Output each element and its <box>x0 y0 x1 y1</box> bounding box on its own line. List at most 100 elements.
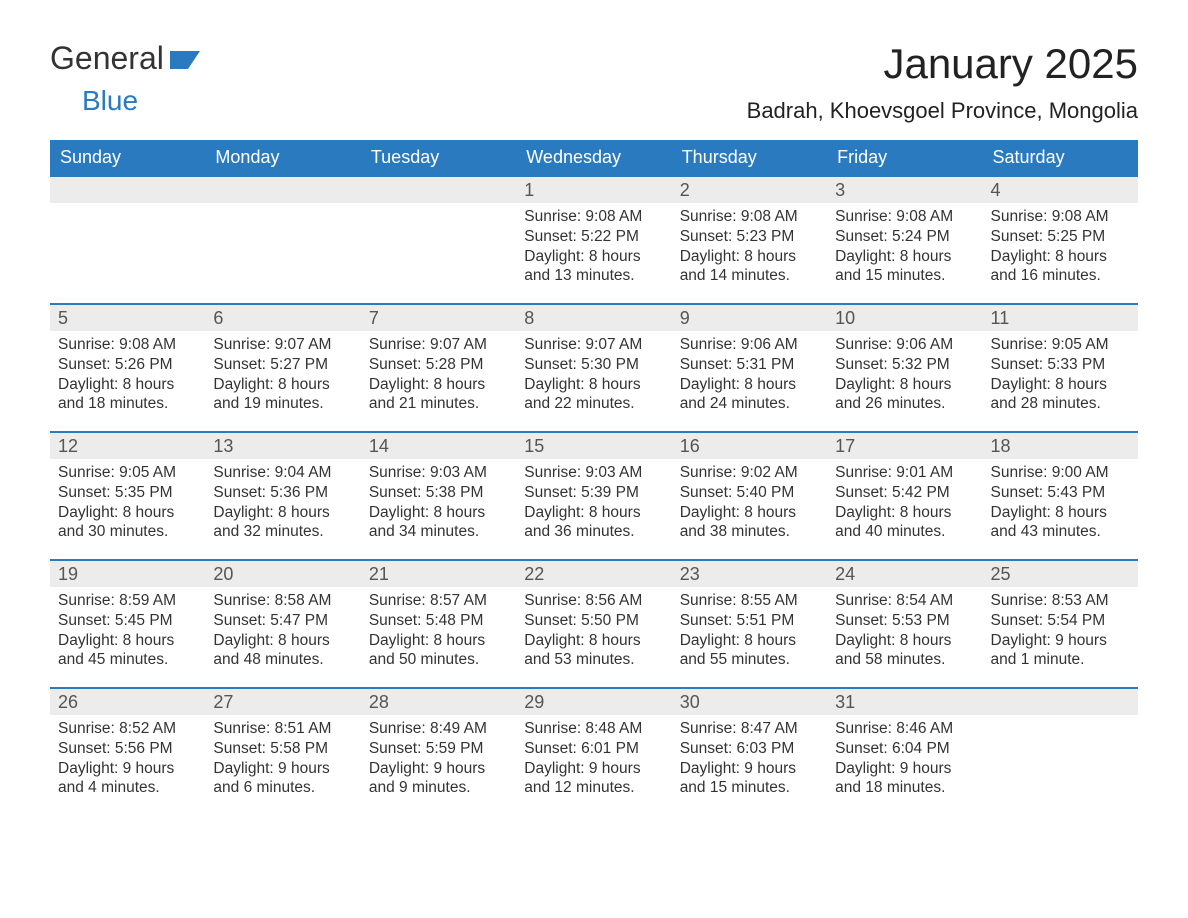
day-content-line: Daylight: 8 hours <box>680 631 819 651</box>
day-cell: 30Sunrise: 8:47 AMSunset: 6:03 PMDayligh… <box>672 689 827 815</box>
day-content: Sunrise: 9:00 AMSunset: 5:43 PMDaylight:… <box>983 459 1138 548</box>
week-row: 1 Sunrise: 9:08 AM Sunset: 5:22 PM Daylight… <box>50 175 1138 303</box>
day-content-line: and 15 minutes. <box>680 778 819 798</box>
day-content <box>50 203 205 213</box>
logo-flag-icon <box>170 47 204 74</box>
day-cell: 26Sunrise: 8:52 AMSunset: 5:56 PMDayligh… <box>50 689 205 815</box>
day-number: 15 <box>516 433 671 459</box>
day-content: Sunrise: 9:06 AMSunset: 5:32 PMDaylight:… <box>827 331 982 420</box>
day-number: 16 <box>672 433 827 459</box>
day-content-line: and 9 minutes. <box>369 778 508 798</box>
day-cell: 1Sunrise: 9:08 AMSunset: 5:22 PMDaylight… <box>516 177 671 303</box>
day-content-line: Daylight: 8 hours <box>369 375 508 395</box>
day-content-line: Sunset: 5:22 PM <box>524 227 663 247</box>
day-content-line: Daylight: 8 hours <box>835 631 974 651</box>
day-number: 10 <box>827 305 982 331</box>
day-content: Sunrise: 9:03 AMSunset: 5:38 PMDaylight:… <box>361 459 516 548</box>
day-content <box>983 715 1138 725</box>
weekday-header-cell: Saturday <box>983 140 1138 175</box>
day-content-line: Daylight: 9 hours <box>58 759 197 779</box>
day-content-line: Sunset: 5:32 PM <box>835 355 974 375</box>
day-content: Sunrise: 8:46 AMSunset: 6:04 PMDaylight:… <box>827 715 982 804</box>
day-number: 12 <box>50 433 205 459</box>
day-content-line: Sunrise: 9:05 AM <box>58 463 197 483</box>
day-content-line: Daylight: 9 hours <box>524 759 663 779</box>
day-content-line: Sunrise: 9:06 AM <box>835 335 974 355</box>
day-number: 18 <box>983 433 1138 459</box>
day-number: 2 <box>672 177 827 203</box>
day-content-line: Sunset: 5:42 PM <box>835 483 974 503</box>
day-content-line: Daylight: 8 hours <box>835 503 974 523</box>
day-cell: 10Sunrise: 9:06 AMSunset: 5:32 PMDayligh… <box>827 305 982 431</box>
day-content-line: Sunset: 5:59 PM <box>369 739 508 759</box>
day-number-empty <box>361 177 516 203</box>
day-cell: 27Sunrise: 8:51 AMSunset: 5:58 PMDayligh… <box>205 689 360 815</box>
day-number: 7 <box>361 305 516 331</box>
day-content-line: Sunrise: 9:07 AM <box>524 335 663 355</box>
day-number: 3 <box>827 177 982 203</box>
day-cell: 12Sunrise: 9:05 AMSunset: 5:35 PMDayligh… <box>50 433 205 559</box>
day-cell: 8Sunrise: 9:07 AMSunset: 5:30 PMDaylight… <box>516 305 671 431</box>
day-content-line: Daylight: 9 hours <box>369 759 508 779</box>
day-number: 27 <box>205 689 360 715</box>
day-content-line: Sunset: 5:24 PM <box>835 227 974 247</box>
day-content-line: and 4 minutes. <box>58 778 197 798</box>
day-content: Sunrise: 8:54 AMSunset: 5:53 PMDaylight:… <box>827 587 982 676</box>
day-content: Sunrise: 9:07 AMSunset: 5:28 PMDaylight:… <box>361 331 516 420</box>
day-number: 31 <box>827 689 982 715</box>
weeks-container: 1 Sunrise: 9:08 AM Sunset: 5:22 PM Daylight… <box>50 175 1138 815</box>
day-content-line: Sunset: 5:26 PM <box>58 355 197 375</box>
day-content-line: Sunrise: 8:59 AM <box>58 591 197 611</box>
day-content: Sunrise: 8:52 AMSunset: 5:56 PMDaylight:… <box>50 715 205 804</box>
day-cell <box>361 177 516 303</box>
day-content-line: Sunrise: 9:00 AM <box>991 463 1130 483</box>
day-number: 20 <box>205 561 360 587</box>
day-content-line: Daylight: 8 hours <box>213 503 352 523</box>
day-content-line: Daylight: 9 hours <box>680 759 819 779</box>
day-number: 22 <box>516 561 671 587</box>
day-content: Sunrise: 8:57 AMSunset: 5:48 PMDaylight:… <box>361 587 516 676</box>
logo-text-blue: Blue <box>82 85 138 117</box>
day-content-line: and 21 minutes. <box>369 394 508 414</box>
day-content-line: and 38 minutes. <box>680 522 819 542</box>
day-content-line: and 22 minutes. <box>524 394 663 414</box>
day-content-line: Sunrise: 9:02 AM <box>680 463 819 483</box>
day-content-line: Daylight: 9 hours <box>213 759 352 779</box>
day-content-line: and 30 minutes. <box>58 522 197 542</box>
day-number: 28 <box>361 689 516 715</box>
day-content: Sunrise: 9:06 AMSunset: 5:31 PMDaylight:… <box>672 331 827 420</box>
logo-text-general: General <box>50 40 164 76</box>
day-content-line: Sunset: 5:27 PM <box>213 355 352 375</box>
day-content-line: Sunrise: 8:52 AM <box>58 719 197 739</box>
day-content-line: Daylight: 8 hours <box>58 503 197 523</box>
day-cell: 24Sunrise: 8:54 AMSunset: 5:53 PMDayligh… <box>827 561 982 687</box>
day-number: 30 <box>672 689 827 715</box>
day-content-line: Sunrise: 9:04 AM <box>213 463 352 483</box>
day-content: Sunrise: 9:07 AMSunset: 5:27 PMDaylight:… <box>205 331 360 420</box>
day-number: 21 <box>361 561 516 587</box>
day-cell: 2Sunrise: 9:08 AMSunset: 5:23 PMDaylight… <box>672 177 827 303</box>
day-content-line: and 28 minutes. <box>991 394 1130 414</box>
day-content-line: Sunrise: 8:48 AM <box>524 719 663 739</box>
day-number: 1 <box>516 177 671 203</box>
day-content-line: Sunrise: 9:05 AM <box>991 335 1130 355</box>
day-cell: 4Sunrise: 9:08 AMSunset: 5:25 PMDaylight… <box>983 177 1138 303</box>
day-number: 13 <box>205 433 360 459</box>
day-cell <box>205 177 360 303</box>
day-content-line: Sunrise: 9:08 AM <box>991 207 1130 227</box>
day-content-line: Sunset: 5:51 PM <box>680 611 819 631</box>
day-content-line: Sunrise: 8:46 AM <box>835 719 974 739</box>
day-cell: 25Sunrise: 8:53 AMSunset: 5:54 PMDayligh… <box>983 561 1138 687</box>
day-cell: 28Sunrise: 8:49 AMSunset: 5:59 PMDayligh… <box>361 689 516 815</box>
day-cell: 19Sunrise: 8:59 AMSunset: 5:45 PMDayligh… <box>50 561 205 687</box>
day-content: Sunrise: 8:47 AMSunset: 6:03 PMDaylight:… <box>672 715 827 804</box>
day-content: Sunrise: 8:51 AMSunset: 5:58 PMDaylight:… <box>205 715 360 804</box>
day-content-line: Sunset: 5:25 PM <box>991 227 1130 247</box>
day-cell <box>50 177 205 303</box>
day-content-line: Daylight: 8 hours <box>680 247 819 267</box>
day-number: 4 <box>983 177 1138 203</box>
day-number: 24 <box>827 561 982 587</box>
day-content-line: Sunset: 5:28 PM <box>369 355 508 375</box>
day-content-line: Sunset: 5:38 PM <box>369 483 508 503</box>
day-content-line: and 58 minutes. <box>835 650 974 670</box>
